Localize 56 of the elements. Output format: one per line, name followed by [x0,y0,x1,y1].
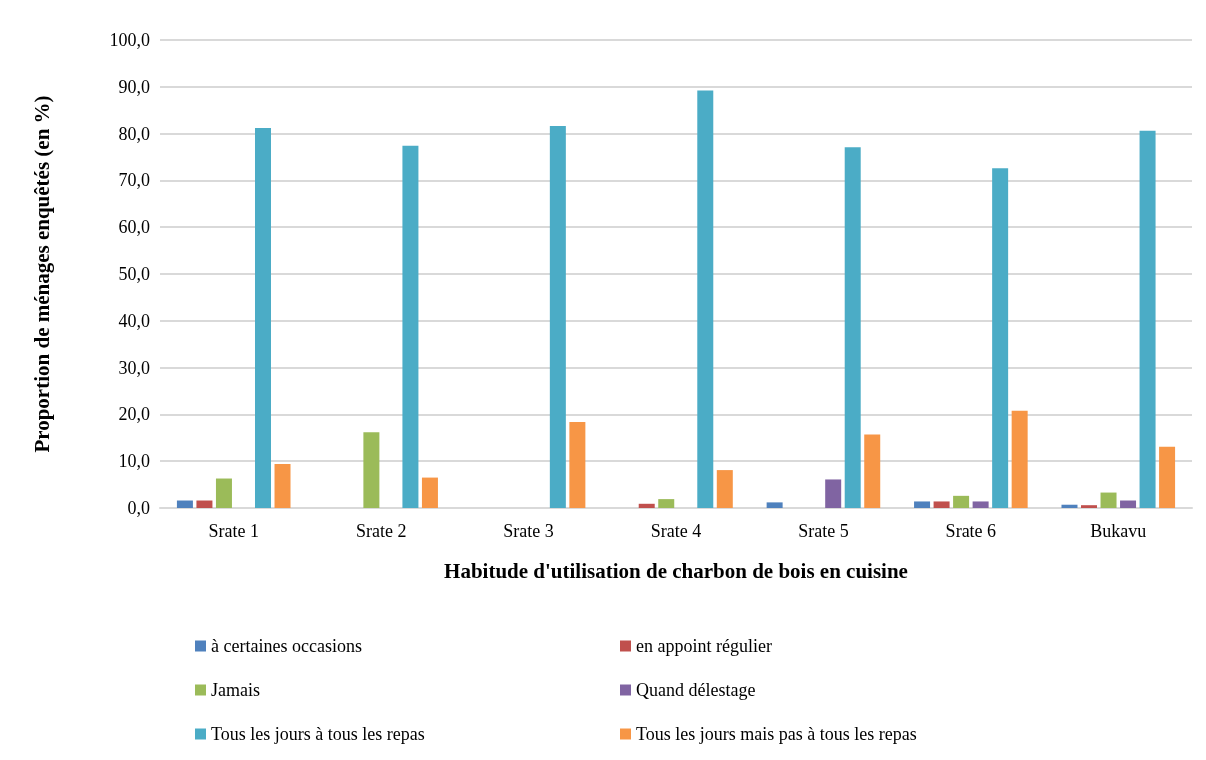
y-tick-label: 0,0 [127,498,150,518]
bar [864,434,881,508]
y-tick-label: 100,0 [109,30,150,50]
bar [914,501,931,508]
legend-label: Tous les jours à tous les repas [211,724,425,744]
bar [933,501,950,508]
x-tick-label: Srate 6 [945,521,997,541]
bar [1120,500,1137,508]
bar [1159,446,1176,508]
y-tick-label: 60,0 [118,217,150,238]
y-tick-label: 70,0 [118,170,150,191]
bar [844,147,861,508]
bar [176,500,193,508]
y-tick-label: 40,0 [118,310,150,331]
x-tick-label: Srate 1 [208,521,259,541]
bar [1061,504,1078,508]
bar [992,168,1009,508]
x-axis-title: Habitude d'utilisation de charbon de bois en cuisine [444,558,908,583]
bar [549,126,566,508]
bar [569,421,586,508]
bar [1100,492,1117,508]
bar [638,503,655,508]
bar [402,145,419,508]
legend-label: Tous les jours mais pas à tous les repas [636,724,917,744]
bar [697,90,714,508]
legend-label: en appoint régulier [636,636,772,656]
x-tick-label: Srate 2 [355,521,407,541]
bar [1139,130,1156,508]
bar [972,501,989,508]
y-tick-label: 10,0 [118,451,150,472]
bar [1011,410,1028,508]
bar [658,499,675,508]
legend-label: Jamais [211,680,260,700]
bar [953,495,970,508]
y-tick-label: 80,0 [118,123,150,144]
legend-label: à certaines occasions [211,636,362,656]
y-axis-title: Proportion de ménages enquêtés (en %) [29,95,54,453]
x-tick-label: Srate 5 [798,521,849,541]
bar [215,478,232,508]
bar [363,432,380,508]
x-tick-label: Bukavu [1090,521,1147,541]
bar [766,502,783,508]
x-tick-label: Srate 4 [650,521,702,541]
bar [196,500,213,508]
y-tick-label: 30,0 [118,357,150,378]
bar [254,127,271,508]
y-tick-label: 20,0 [118,404,150,425]
bar [1081,505,1098,508]
bar [825,479,842,508]
bar [716,470,733,508]
legend-label: Quand délestage [636,680,756,700]
y-tick-label: 50,0 [118,264,150,284]
bar [421,477,438,508]
x-tick-label: Srate 3 [503,521,554,541]
y-tick-label: 90,0 [118,76,150,97]
bar [274,464,291,508]
